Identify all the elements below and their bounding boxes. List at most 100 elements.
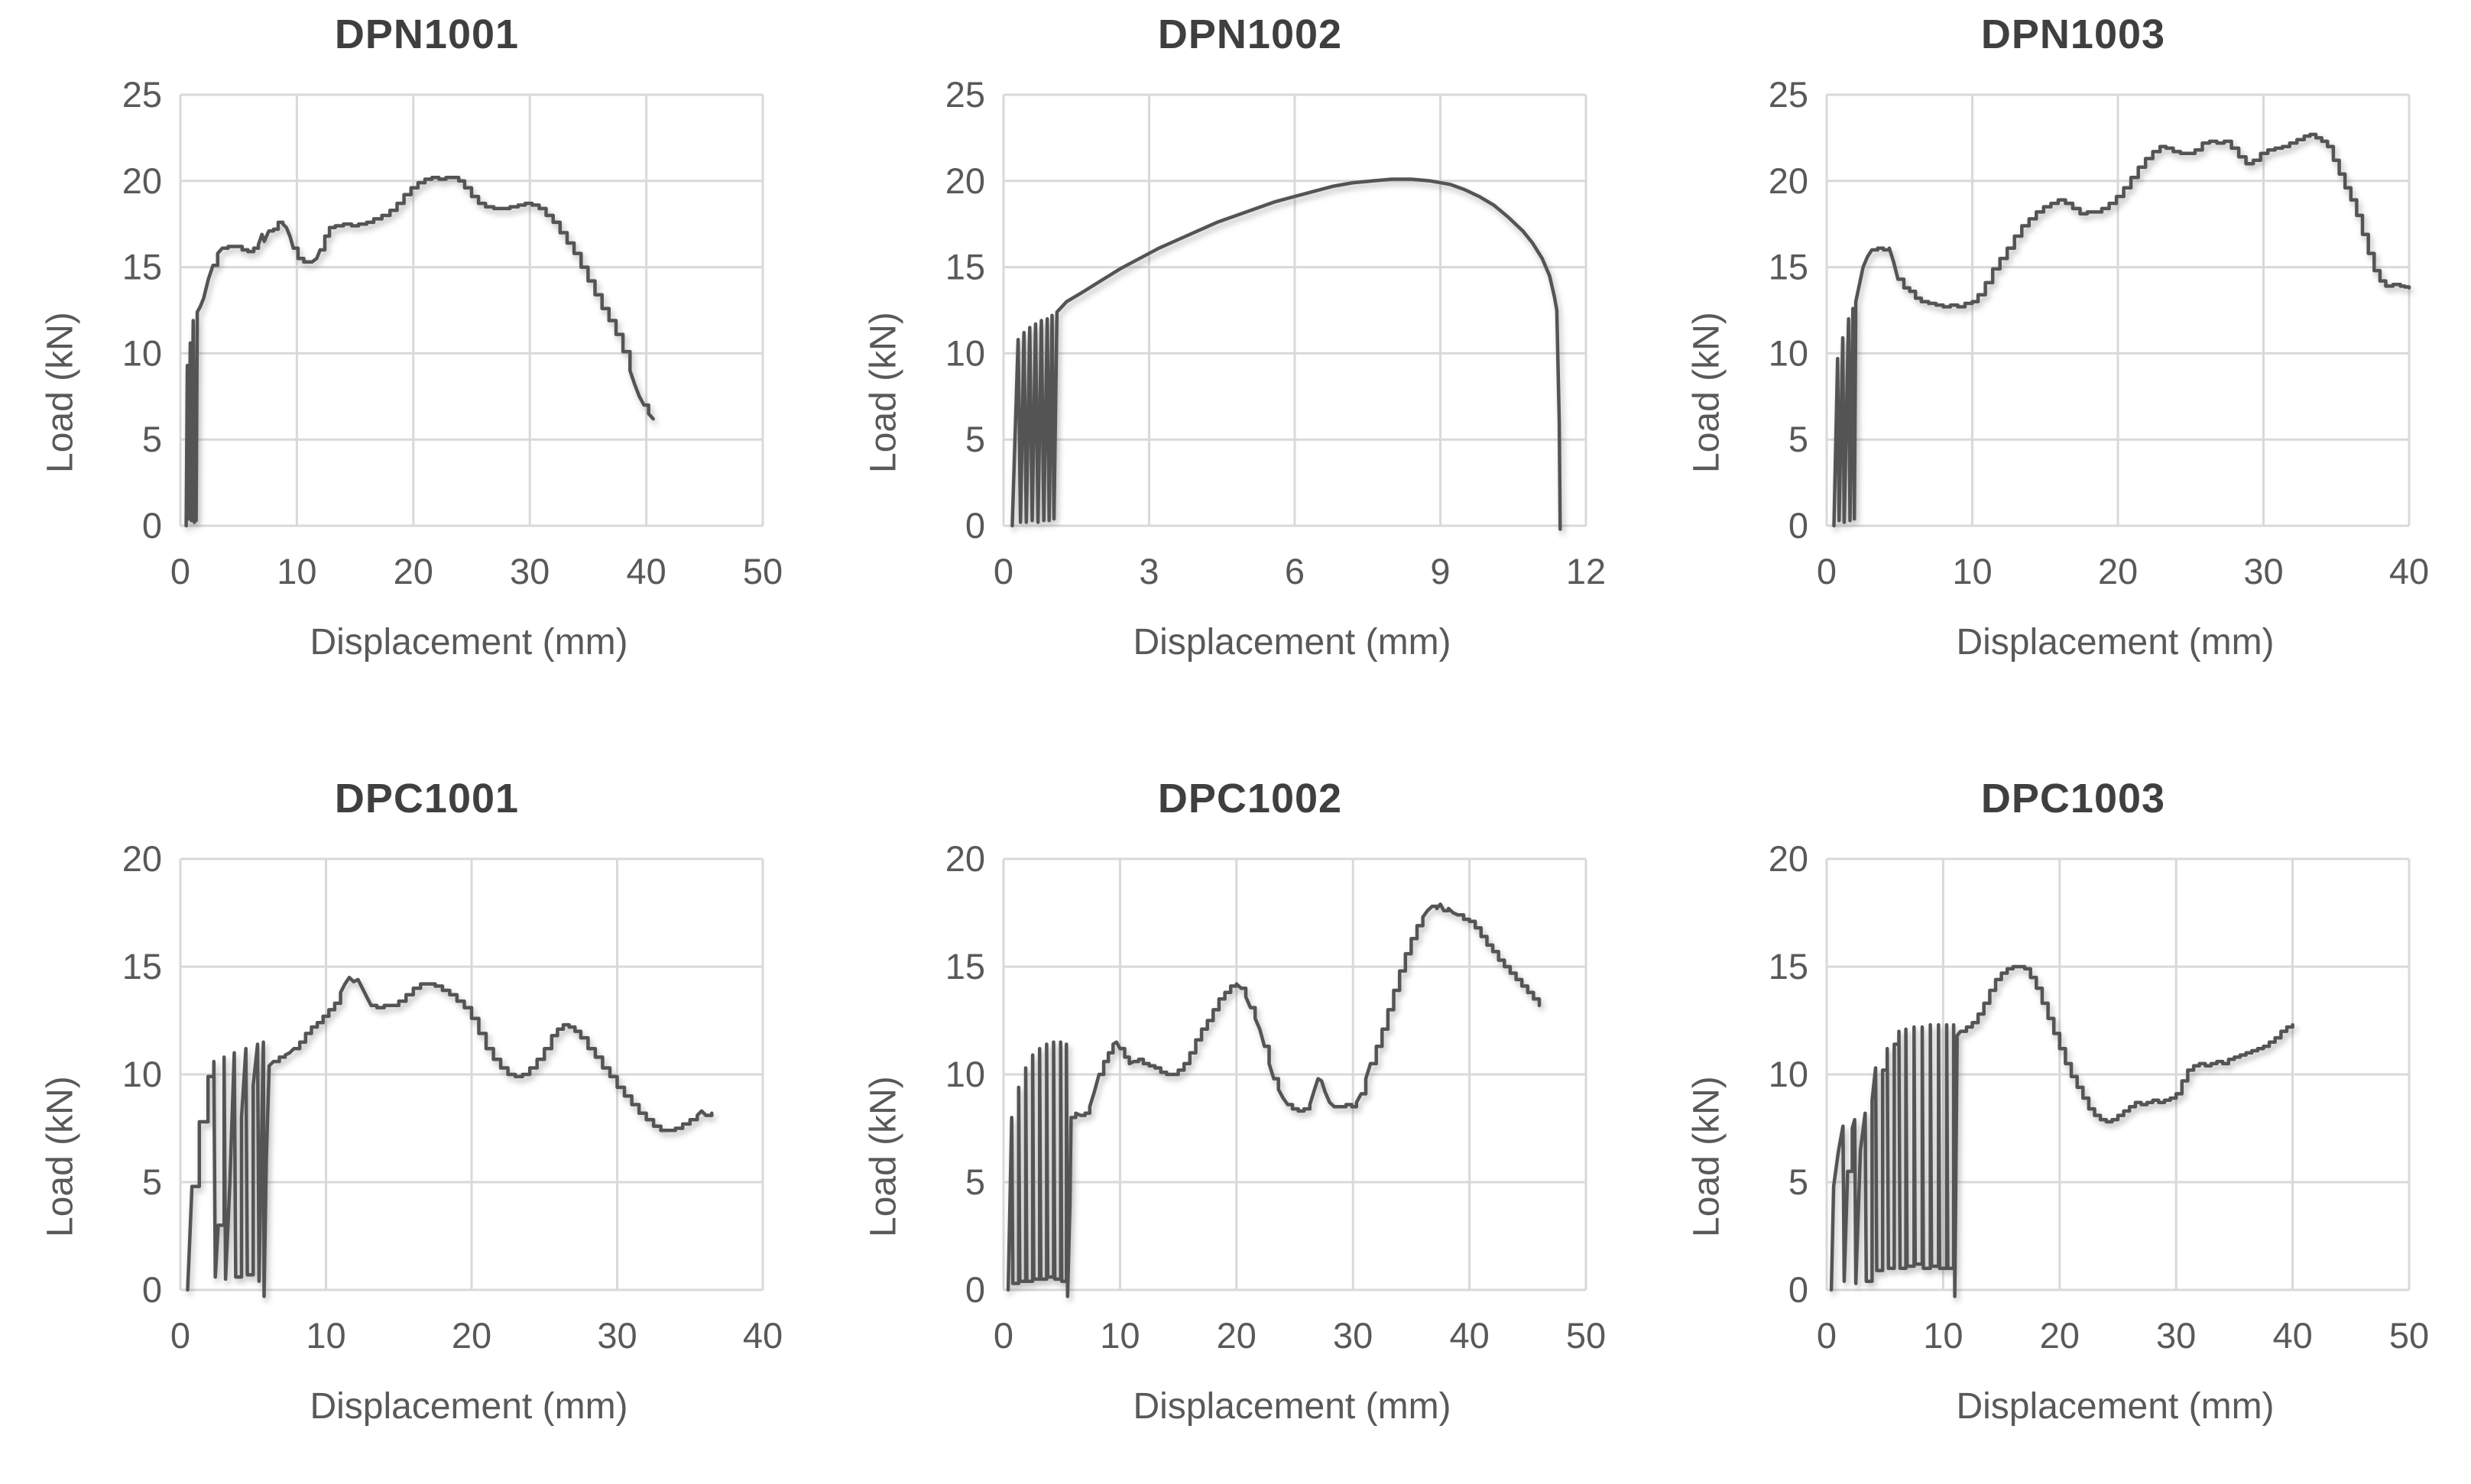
x-tick-label: 0 xyxy=(170,1315,190,1356)
chart-title-dpc1003: DPC1003 xyxy=(1980,776,2166,821)
x-tick-label: 9 xyxy=(1430,551,1450,591)
y-tick-label: 0 xyxy=(141,505,161,546)
chart-panel-dpn1003: DPN1003 Load (kN) 0 5 10 15 20 25 0 10 20 30 40 Di… xyxy=(1646,11,2469,683)
plot-dpc1003: 0 5 10 15 20 0 10 20 30 40 50 xyxy=(1768,838,2428,1356)
y-tick-label: 25 xyxy=(122,74,161,115)
plot-row: Load (kN) 0 5 10 15 20 0 10 20 30 40 50 xyxy=(1680,838,2437,1384)
series-line xyxy=(183,176,655,528)
x-tick-label: 10 xyxy=(1952,551,1992,591)
plot-row: Load (kN) 0 5 10 15 20 25 0 3 6 9 12 xyxy=(857,73,1613,620)
x-tick-label: 40 xyxy=(1449,1315,1489,1356)
plot-dpn1002: 0 5 10 15 20 25 0 3 6 9 12 xyxy=(945,74,1605,591)
x-tick-label: 0 xyxy=(1816,551,1836,591)
y-tick-label: 10 xyxy=(122,332,161,373)
series-line xyxy=(1006,902,1541,1298)
chart-panel-dpc1003: DPC1003 Load (kN) 0 5 10 15 20 0 10 20 30 40 50 Di… xyxy=(1646,775,2469,1447)
x-tick-label: 20 xyxy=(451,1315,491,1356)
x-tick-label: 10 xyxy=(1100,1315,1140,1356)
chart-panel-dpn1001: DPN1001 Load (kN) 0 5 10 15 20 25 0 10 20 30 40 50 … xyxy=(0,11,823,683)
y-tick-label: 10 xyxy=(945,1054,984,1094)
y-axis-title: Load (kN) xyxy=(1686,312,1727,473)
y-tick-label: 10 xyxy=(1768,1054,1808,1094)
x-tick-label: 30 xyxy=(597,1315,637,1356)
y-tick-label: 0 xyxy=(141,1269,161,1310)
x-tick-label: 0 xyxy=(993,1315,1013,1356)
y-tick-label: 15 xyxy=(1768,946,1808,987)
chart-title-dpc1002: DPC1002 xyxy=(1157,776,1343,821)
plot-dpc1001: 0 5 10 15 20 0 10 20 30 40 xyxy=(122,838,782,1356)
chart-title-dpn1003: DPN1003 xyxy=(1980,11,2166,57)
y-tick-label: 25 xyxy=(1768,74,1808,115)
y-tick-label: 10 xyxy=(1768,332,1808,373)
y-tick-label: 20 xyxy=(945,838,984,879)
y-tick-label: 20 xyxy=(945,160,984,201)
chart-title-dpc1001: DPC1001 xyxy=(334,776,520,821)
x-tick-label: 30 xyxy=(2156,1315,2196,1356)
y-tick-label: 20 xyxy=(1768,838,1808,879)
y-tick-label: 15 xyxy=(1768,247,1808,287)
plot-dpn1003: 0 5 10 15 20 25 0 10 20 30 40 xyxy=(1768,74,2428,591)
y-tick-label: 0 xyxy=(1788,505,1808,546)
y-tick-label: 15 xyxy=(122,247,161,287)
series-line xyxy=(1010,177,1562,531)
x-axis-title: Displacement (mm) xyxy=(1133,1386,1451,1427)
y-tick-label: 15 xyxy=(945,247,984,287)
y-tick-label: 15 xyxy=(122,946,161,987)
chart-title-dpn1002: DPN1002 xyxy=(1157,11,1343,57)
y-tick-label: 5 xyxy=(965,1162,984,1202)
x-axis-title: Displacement (mm) xyxy=(1956,1386,2275,1427)
x-axis-title: Displacement (mm) xyxy=(310,1386,628,1427)
y-tick-label: 20 xyxy=(122,838,161,879)
plot-row: Load (kN) 0 5 10 15 20 25 0 10 20 30 40 xyxy=(1680,73,2437,620)
x-axis-title: Displacement (mm) xyxy=(310,622,628,663)
plot-row: Load (kN) 0 5 10 15 20 0 10 20 30 40 50 xyxy=(857,838,1613,1384)
x-tick-label: 12 xyxy=(1565,551,1605,591)
x-tick-label: 40 xyxy=(742,1315,782,1356)
chart-panel-dpc1002: DPC1002 Load (kN) 0 5 10 15 20 0 10 20 30 40 50 Di… xyxy=(823,775,1646,1447)
y-tick-label: 5 xyxy=(1788,1162,1808,1202)
x-tick-label: 3 xyxy=(1139,551,1159,591)
y-tick-label: 15 xyxy=(945,946,984,987)
x-tick-label: 30 xyxy=(510,551,550,591)
plot-dpn1001: 0 5 10 15 20 25 0 10 20 30 40 50 xyxy=(122,74,782,591)
y-tick-label: 5 xyxy=(965,419,984,459)
y-tick-label: 10 xyxy=(122,1054,161,1094)
y-axis-title: Load (kN) xyxy=(863,1076,903,1237)
y-tick-label: 20 xyxy=(122,160,161,201)
x-tick-label: 10 xyxy=(277,551,316,591)
chart-title-dpn1001: DPN1001 xyxy=(334,11,520,57)
chart-panel-dpn1002: DPN1002 Load (kN) 0 5 10 15 20 25 0 3 6 9 12 Displ… xyxy=(823,11,1646,683)
x-tick-label: 0 xyxy=(1816,1315,1836,1356)
x-tick-label: 50 xyxy=(742,551,782,591)
y-axis-title: Load (kN) xyxy=(1686,1076,1727,1237)
chart-panel-dpc1001: DPC1001 Load (kN) 0 5 10 15 20 0 10 20 30 40 Disp… xyxy=(0,775,823,1447)
y-axis-title: Load (kN) xyxy=(40,312,80,473)
x-tick-label: 10 xyxy=(1923,1315,1963,1356)
plot-row: Load (kN) 0 5 10 15 20 25 0 10 20 30 40 50 xyxy=(34,73,790,620)
x-axis-title: Displacement (mm) xyxy=(1133,622,1451,663)
y-tick-label: 5 xyxy=(1788,419,1808,459)
series-line xyxy=(1831,132,2411,528)
y-tick-label: 20 xyxy=(1768,160,1808,201)
x-tick-label: 20 xyxy=(393,551,433,591)
x-tick-label: 20 xyxy=(1216,1315,1256,1356)
x-tick-label: 40 xyxy=(626,551,666,591)
x-tick-label: 10 xyxy=(306,1315,345,1356)
y-axis-title: Load (kN) xyxy=(863,312,903,473)
y-tick-label: 0 xyxy=(965,1269,984,1310)
plot-dpc1002: 0 5 10 15 20 0 10 20 30 40 50 xyxy=(945,838,1605,1356)
plot-row: Load (kN) 0 5 10 15 20 0 10 20 30 40 xyxy=(34,838,790,1384)
x-tick-label: 20 xyxy=(2039,1315,2079,1356)
y-tick-label: 25 xyxy=(945,74,984,115)
x-axis-title: Displacement (mm) xyxy=(1956,622,2275,663)
x-tick-label: 30 xyxy=(2243,551,2283,591)
series-line xyxy=(1829,964,2294,1298)
x-tick-label: 0 xyxy=(993,551,1013,591)
x-tick-label: 50 xyxy=(1565,1315,1605,1356)
y-axis-title: Load (kN) xyxy=(40,1076,80,1237)
x-tick-label: 30 xyxy=(1333,1315,1373,1356)
y-tick-label: 10 xyxy=(945,332,984,373)
x-tick-label: 40 xyxy=(2388,551,2428,591)
x-tick-label: 40 xyxy=(2272,1315,2312,1356)
